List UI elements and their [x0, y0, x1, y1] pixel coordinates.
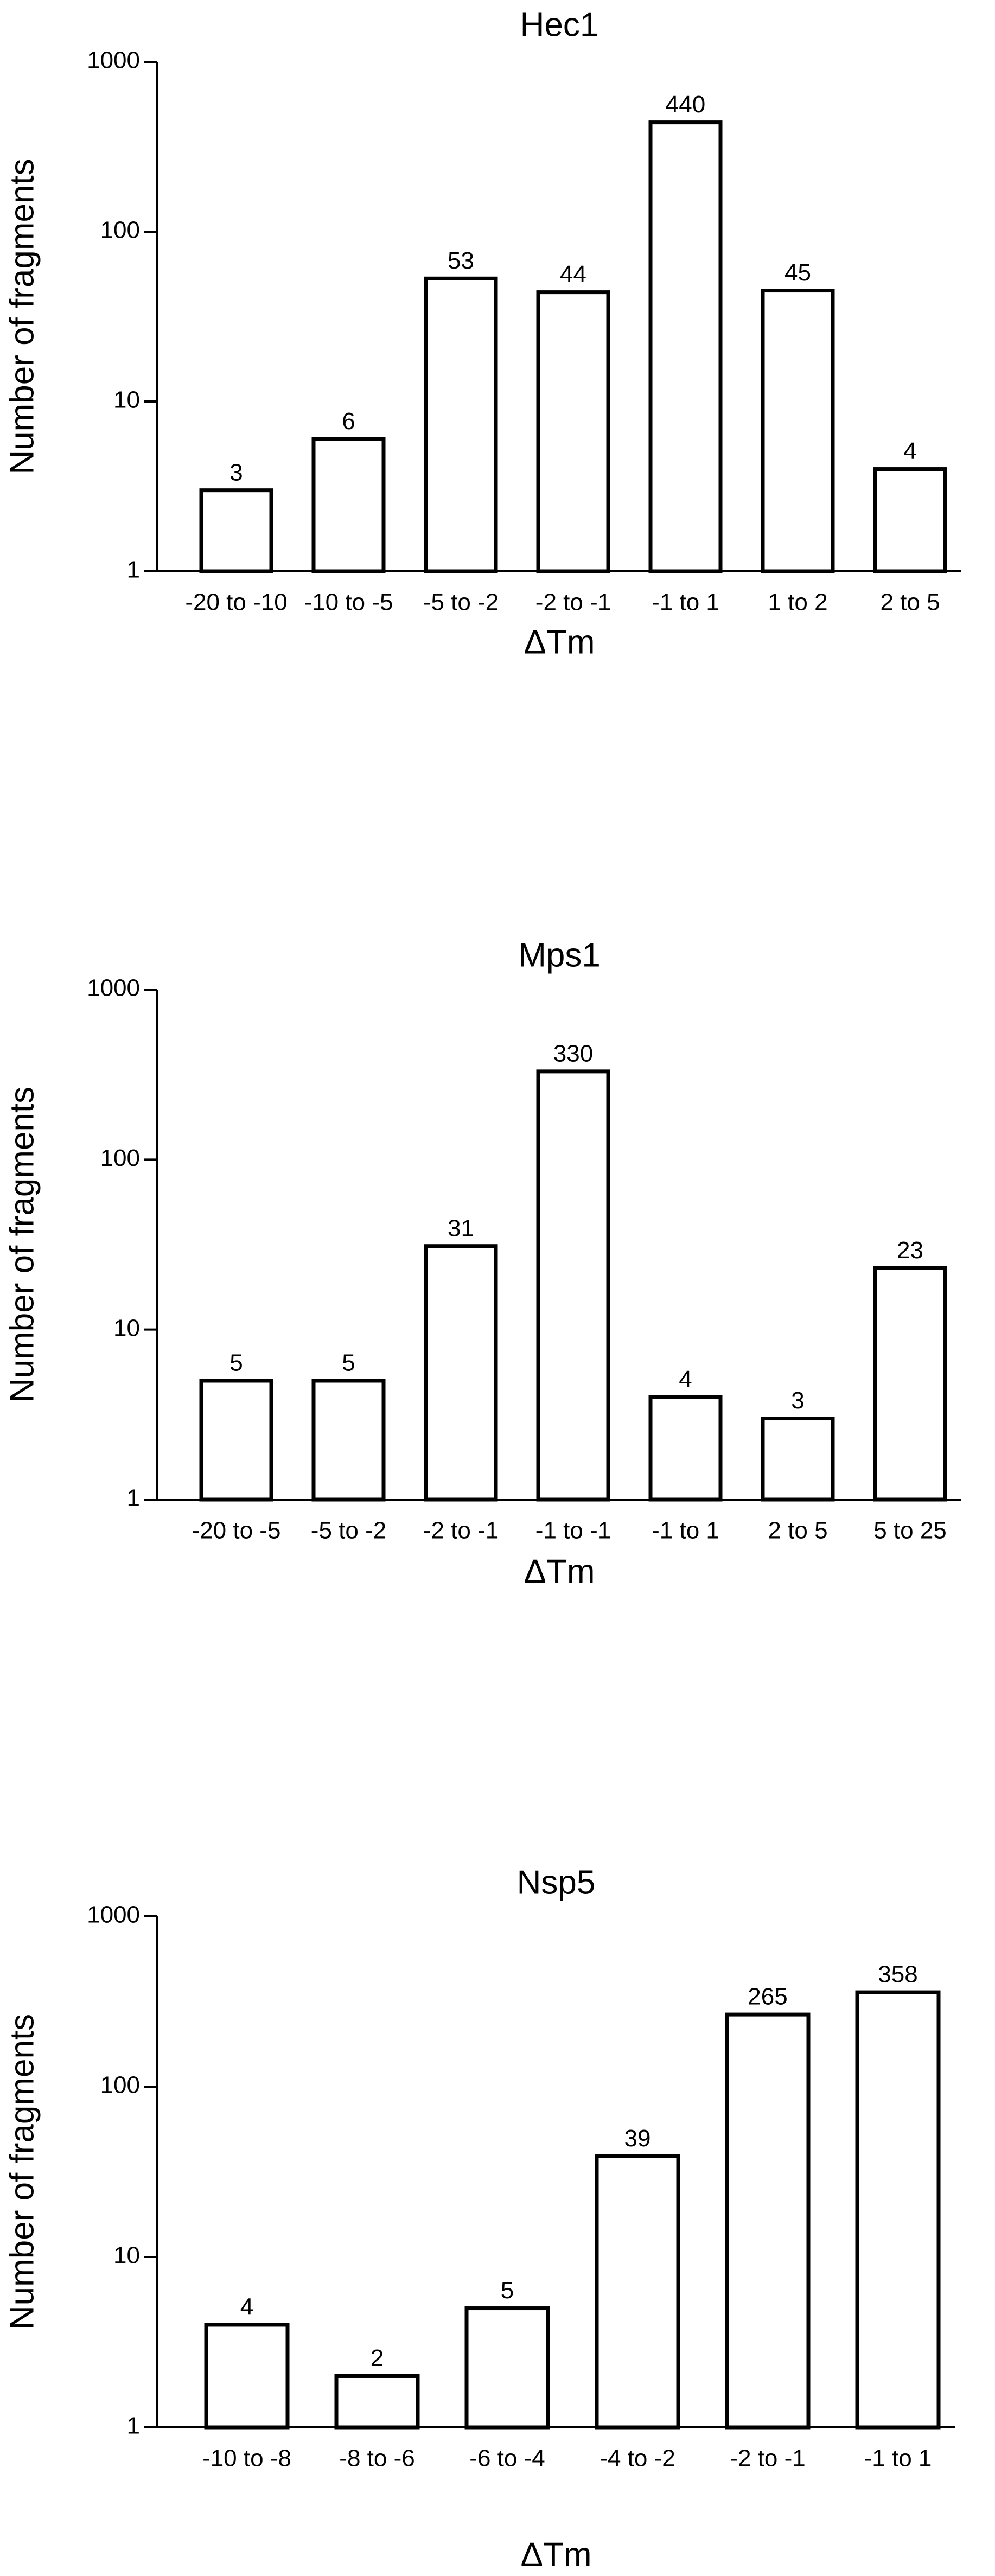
data-label: 265 [748, 1984, 787, 2010]
data-label: 23 [897, 1237, 923, 1264]
bar [199, 1379, 273, 1502]
data-label: 45 [784, 259, 811, 286]
bar [424, 276, 498, 573]
data-label: 5 [501, 2277, 514, 2304]
y-tick-label: 1000 [87, 1902, 140, 1928]
y-tick-label: 10 [113, 1315, 140, 1341]
bar [536, 1069, 610, 1502]
bar [873, 467, 947, 573]
y-tick-label: 10 [113, 2242, 140, 2269]
x-tick-label: -10 to -5 [304, 589, 393, 616]
data-label: 440 [666, 91, 705, 118]
x-tick-label: -2 to -1 [423, 1517, 499, 1544]
x-tick-label: -8 to -6 [339, 2445, 414, 2472]
x-tick-label: -1 to 1 [652, 1517, 719, 1544]
x-tick-label: 1 to 2 [768, 589, 827, 616]
bar [199, 488, 273, 573]
chart-2: Nsp5 1 10 100 1000 Number of fragments 4 -10 to… [3, 1864, 955, 2573]
y-tick-label: 100 [100, 217, 140, 244]
bar [725, 2012, 811, 2430]
y-tick-label: 1000 [87, 975, 140, 1002]
x-axis-title: ΔTm [521, 2536, 592, 2573]
chart-0: Hec1 1 10 100 1000 Number of fragments 3 -20 to… [3, 6, 961, 661]
x-tick-label: 5 to 25 [873, 1517, 947, 1544]
x-tick-label: -1 to 1 [652, 589, 719, 616]
bar [334, 2374, 420, 2430]
data-label: 4 [903, 438, 916, 464]
data-label: 2 [371, 2345, 384, 2371]
x-tick-label: 2 to 5 [880, 589, 940, 616]
x-tick-label: -1 to 1 [864, 2445, 932, 2472]
bar [648, 120, 723, 573]
data-label: 31 [448, 1215, 474, 1241]
data-label: 44 [560, 261, 586, 288]
x-tick-label: -2 to -1 [730, 2445, 805, 2472]
data-label: 5 [229, 1350, 243, 1376]
bar [595, 2154, 680, 2430]
bar [204, 2323, 290, 2430]
x-tick-label: -1 to -1 [535, 1517, 611, 1544]
bar [873, 1266, 947, 1502]
chart-1: Mps1 1 10 100 1000 Number of fragments 5 -20 to… [3, 936, 961, 1590]
y-tick-label: 1000 [87, 47, 140, 74]
bar [424, 1244, 498, 1502]
x-tick-label: -10 to -8 [202, 2445, 291, 2472]
bar [464, 2306, 550, 2430]
x-tick-label: -2 to -1 [535, 589, 611, 616]
data-label: 4 [240, 2294, 253, 2320]
chart-title: Mps1 [518, 936, 601, 974]
y-tick-label: 100 [100, 2072, 140, 2099]
data-label: 3 [229, 459, 243, 486]
x-tick-label: -20 to -5 [192, 1517, 281, 1544]
y-tick-label: 1 [127, 2413, 140, 2439]
bar [761, 289, 835, 573]
data-label: 39 [624, 2125, 651, 2152]
y-axis-title: Number of fragments [3, 1087, 41, 1402]
data-label: 358 [878, 1961, 917, 1988]
x-tick-label: -6 to -4 [469, 2445, 545, 2472]
data-label: 6 [342, 408, 355, 435]
y-tick-label: 1 [127, 557, 140, 583]
data-label: 53 [448, 247, 474, 274]
chart-title: Nsp5 [517, 1864, 596, 1901]
x-axis-title: ΔTm [524, 623, 595, 661]
y-tick-label: 10 [113, 387, 140, 413]
x-tick-label: -20 to -10 [185, 589, 287, 616]
x-tick-label: -5 to -2 [311, 1517, 386, 1544]
bar [536, 290, 610, 573]
y-tick-label: 1 [127, 1485, 140, 1512]
chart-title: Hec1 [520, 6, 599, 43]
y-tick-label: 100 [100, 1145, 140, 1171]
x-tick-label: -5 to -2 [423, 589, 499, 616]
bar [855, 1990, 941, 2430]
y-axis-title: Number of fragments [3, 158, 41, 474]
bar [761, 1417, 835, 1502]
bar [311, 437, 386, 573]
data-label: 4 [679, 1366, 692, 1393]
x-axis-title: ΔTm [524, 1553, 595, 1590]
bar [311, 1379, 386, 1502]
x-tick-label: 2 to 5 [768, 1517, 827, 1544]
x-tick-label: -4 to -2 [599, 2445, 675, 2472]
data-label: 330 [553, 1040, 593, 1067]
data-label: 5 [342, 1350, 355, 1376]
bar [648, 1395, 723, 1502]
data-label: 3 [791, 1387, 804, 1414]
y-axis-title: Number of fragments [3, 2014, 41, 2330]
